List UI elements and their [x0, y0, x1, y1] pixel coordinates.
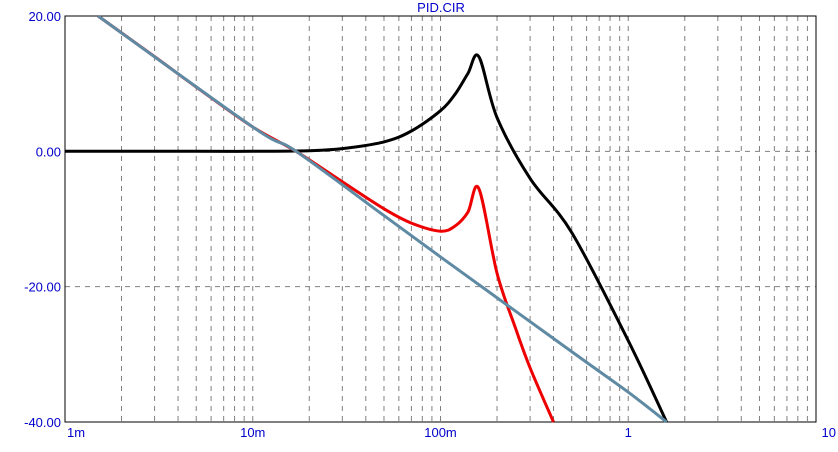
x-tick-label: 10m: [240, 425, 265, 440]
series-line-1: [65, 53, 668, 423]
x-tick-label: 1m: [67, 425, 85, 440]
y-tick-labels: 20.00 0.00 -20.00 -40.00: [24, 9, 61, 430]
grid-lines: [65, 16, 816, 422]
y-tick-label: 20.00: [28, 9, 61, 24]
series-line-3: [97, 14, 668, 424]
y-tick-label: -40.00: [24, 415, 61, 430]
series-group: [65, 14, 668, 424]
x-tick-labels: 1m 10m 100m 1 10: [67, 425, 836, 440]
x-tick-label: 100m: [424, 425, 457, 440]
x-tick-label: 10: [822, 425, 836, 440]
x-tick-label: 1: [625, 425, 632, 440]
chart-title: PID.CIR: [417, 0, 465, 15]
plot-frame: [64, 15, 817, 423]
y-tick-label: 0.00: [36, 144, 61, 159]
y-tick-label: -20.00: [24, 280, 61, 295]
